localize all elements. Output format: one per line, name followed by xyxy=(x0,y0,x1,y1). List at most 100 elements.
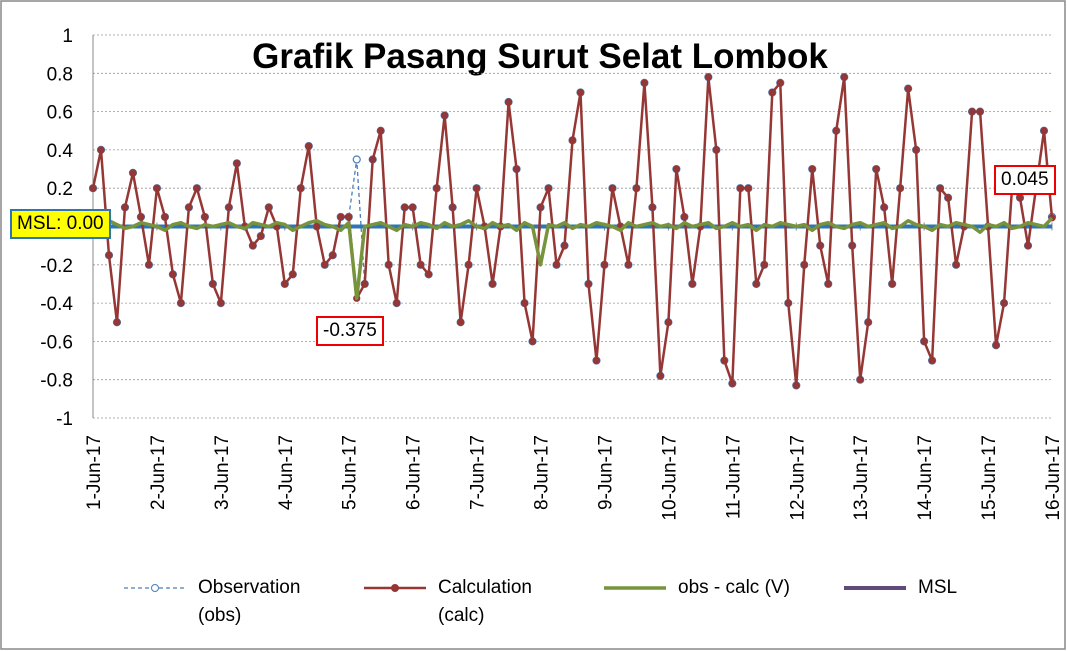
data-point xyxy=(592,356,601,365)
data-point xyxy=(488,280,497,288)
data-point xyxy=(185,203,193,211)
x-tick-label: 12-Jun-17 xyxy=(787,435,808,521)
data-point xyxy=(121,203,129,211)
y-tick-label: -0.2 xyxy=(40,256,73,277)
data-point xyxy=(824,280,832,288)
y-tick-label: 0.2 xyxy=(47,179,73,200)
data-point xyxy=(265,203,273,211)
data-point xyxy=(936,184,944,192)
data-point xyxy=(289,270,297,278)
data-point xyxy=(584,280,593,288)
x-tick-label: 4-Jun-17 xyxy=(276,435,297,510)
data-point xyxy=(377,127,385,135)
x-tick-label: 2-Jun-17 xyxy=(148,435,169,510)
x-tick-label: 6-Jun-17 xyxy=(404,435,425,510)
data-point xyxy=(249,242,257,250)
data-point xyxy=(1024,242,1032,250)
data-point xyxy=(352,155,361,164)
annotation: 0.045 xyxy=(994,165,1056,195)
data-point xyxy=(313,222,321,231)
series-line xyxy=(92,216,1054,301)
data-point xyxy=(728,379,736,388)
x-tick-label: 14-Jun-17 xyxy=(915,435,936,521)
data-point xyxy=(816,242,824,250)
annotation: MSL: 0.00 xyxy=(10,209,111,239)
legend-swatch xyxy=(844,586,906,590)
legend-swatch xyxy=(124,584,186,592)
y-tick-label: 0.8 xyxy=(47,64,73,85)
data-point xyxy=(393,299,401,307)
data-point xyxy=(760,261,768,269)
data-point xyxy=(640,79,649,87)
data-point xyxy=(504,98,513,106)
data-point xyxy=(632,184,641,192)
data-point xyxy=(305,142,313,150)
data-point xyxy=(433,184,441,192)
x-tick-label: 13-Jun-17 xyxy=(851,435,872,521)
data-point xyxy=(369,155,377,164)
data-point xyxy=(401,203,409,211)
data-point xyxy=(113,318,121,326)
legend-label: Observation (obs) xyxy=(198,577,301,626)
x-tick-label: 3-Jun-17 xyxy=(212,435,233,510)
data-point xyxy=(672,165,680,173)
data-point xyxy=(800,261,808,269)
data-point xyxy=(712,146,720,154)
data-point xyxy=(321,261,329,269)
data-point xyxy=(840,73,848,81)
data-point xyxy=(680,213,688,221)
data-point xyxy=(552,261,561,269)
data-point xyxy=(976,107,984,116)
data-point xyxy=(896,184,904,192)
data-point xyxy=(664,318,673,326)
x-tick-label: 1-Jun-17 xyxy=(84,435,105,510)
legend-label: obs - calc (V) xyxy=(678,577,790,598)
data-point xyxy=(385,261,393,269)
data-point xyxy=(648,203,657,211)
data-point xyxy=(153,184,161,192)
data-point xyxy=(784,299,792,307)
data-point xyxy=(465,261,473,269)
data-point xyxy=(177,299,185,307)
data-point xyxy=(656,372,665,380)
legend: Observation (obs) Calculation (calc) obs -… xyxy=(120,574,1067,630)
data-point xyxy=(928,356,936,365)
x-tick-label: 5-Jun-17 xyxy=(340,435,361,510)
data-point xyxy=(169,270,177,278)
data-point xyxy=(329,251,337,259)
data-point xyxy=(97,146,105,154)
data-point xyxy=(880,203,888,211)
y-tick-label: -0.8 xyxy=(40,371,73,392)
data-point xyxy=(337,213,345,221)
data-point xyxy=(848,242,856,250)
data-point xyxy=(449,203,457,211)
legend-item: Observation (obs) xyxy=(120,574,338,630)
data-point xyxy=(473,184,481,192)
legend-swatch xyxy=(364,584,426,592)
data-point xyxy=(720,356,728,365)
legend-label: MSL xyxy=(918,577,958,598)
data-point xyxy=(808,165,816,173)
data-point xyxy=(888,280,896,288)
data-point xyxy=(688,280,696,288)
legend-marker xyxy=(391,584,399,592)
legend-swatch xyxy=(604,586,666,590)
x-tick-label: 10-Jun-17 xyxy=(659,435,680,521)
data-point xyxy=(409,203,417,211)
data-point xyxy=(89,184,97,192)
data-point xyxy=(944,194,952,202)
data-point xyxy=(105,251,113,259)
data-point xyxy=(952,261,960,269)
data-point xyxy=(864,318,872,326)
data-point xyxy=(161,213,169,221)
x-tick-label: 16-Jun-17 xyxy=(1043,435,1064,521)
data-point xyxy=(600,261,609,269)
data-point xyxy=(912,146,920,154)
x-tick-label: 8-Jun-17 xyxy=(532,435,553,510)
legend-item: obs - calc (V) xyxy=(600,574,818,602)
data-point xyxy=(1016,194,1024,202)
chart-title: Grafik Pasang Surut Selat Lombok xyxy=(252,37,828,76)
data-point xyxy=(441,111,449,120)
